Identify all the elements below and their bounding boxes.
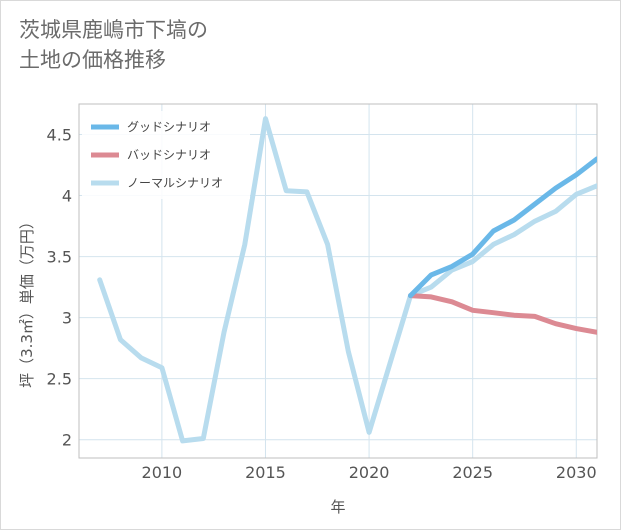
x-tick-label: 2010 — [142, 463, 183, 482]
legend-label-1: グッドシナリオ — [127, 120, 211, 134]
series-line-2 — [408, 293, 597, 335]
y-tick-label: 2.5 — [47, 370, 72, 389]
y-tick-label: 3.5 — [47, 248, 72, 267]
x-axis-title: 年 — [330, 498, 345, 516]
y-tick-label: 4 — [62, 187, 72, 206]
series-line-1 — [408, 156, 597, 299]
y-tick-label: 4.5 — [47, 126, 72, 145]
y-tick-label: 2 — [62, 431, 72, 450]
x-tick-label: 2020 — [349, 463, 390, 482]
chart-title-line-2: 土地の価格推移 — [19, 48, 166, 72]
plot-border — [78, 103, 598, 459]
y-axis-title: 坪（3.3㎡）単価（万円） — [18, 214, 36, 388]
x-tick-label: 2030 — [556, 463, 597, 482]
x-tick-label: 2015 — [245, 463, 286, 482]
series-lines — [97, 116, 597, 444]
chart-title: 茨城県鹿嶋市下塙の 土地の価格推移 — [19, 15, 208, 75]
chart-title-line-1: 茨城県鹿嶋市下塙の — [19, 18, 208, 42]
x-tick-label: 2025 — [452, 463, 493, 482]
legend-label-2: バッドシナリオ — [127, 148, 211, 162]
legend-label-3: ノーマルシナリオ — [127, 176, 223, 190]
series-line-3 — [97, 116, 597, 444]
y-tick-label: 3 — [62, 309, 72, 328]
